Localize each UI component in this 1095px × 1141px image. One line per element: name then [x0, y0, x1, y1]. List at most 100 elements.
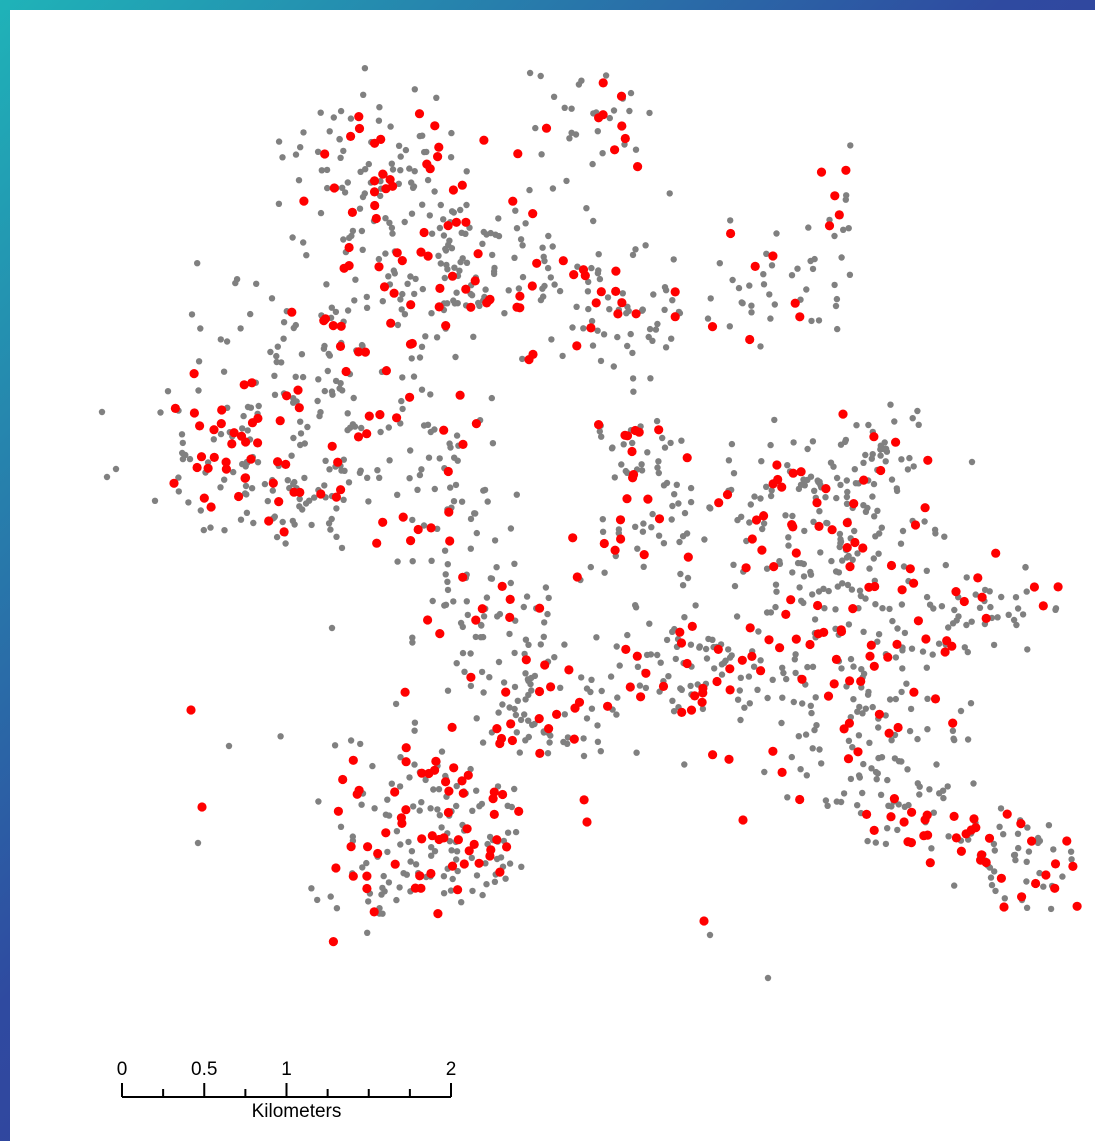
other-point: [642, 242, 649, 249]
other-point: [866, 739, 873, 746]
other-point: [384, 848, 391, 856]
highlighted-point: [842, 518, 852, 528]
highlighted-point: [443, 807, 453, 818]
other-point: [112, 465, 120, 473]
other-point: [803, 772, 810, 779]
other-point: [796, 584, 803, 591]
highlighted-point: [819, 627, 829, 638]
other-point: [632, 523, 639, 530]
other-point: [440, 232, 448, 239]
other-point: [357, 467, 364, 474]
highlighted-point: [246, 454, 256, 464]
other-point: [230, 468, 237, 476]
highlighted-point: [708, 750, 718, 760]
other-point: [450, 498, 458, 505]
other-point: [850, 663, 857, 670]
other-point: [858, 666, 865, 673]
other-point: [669, 297, 676, 304]
other-point: [884, 776, 891, 784]
other-point: [526, 186, 533, 194]
other-point: [467, 682, 475, 690]
other-point: [632, 146, 640, 153]
other-point: [401, 311, 409, 318]
highlighted-point: [999, 902, 1009, 912]
other-point: [482, 286, 489, 293]
highlighted-point: [830, 191, 840, 201]
other-point: [730, 470, 738, 477]
other-point: [327, 526, 334, 533]
other-point: [747, 501, 754, 508]
other-point: [738, 513, 745, 520]
other-point: [608, 445, 616, 452]
highlighted-point: [853, 747, 863, 757]
other-point: [816, 508, 823, 515]
other-point: [221, 527, 228, 534]
other-point: [522, 636, 530, 643]
other-point: [326, 352, 333, 359]
other-point: [427, 391, 434, 398]
other-point: [594, 738, 602, 745]
other-point: [275, 138, 283, 145]
other-point: [580, 735, 587, 742]
other-point: [428, 557, 435, 564]
highlighted-point: [812, 498, 822, 508]
other-point: [606, 306, 613, 313]
highlighted-point: [466, 672, 476, 682]
other-point: [1013, 621, 1020, 629]
other-point: [776, 560, 784, 567]
other-point: [376, 474, 383, 481]
highlighted-point: [682, 453, 692, 463]
highlighted-point: [805, 639, 815, 650]
highlighted-point: [327, 441, 337, 451]
other-point: [655, 469, 662, 477]
other-point: [394, 321, 402, 329]
other-point: [640, 563, 647, 570]
other-point: [845, 737, 853, 744]
other-point: [483, 881, 490, 888]
other-point: [422, 333, 429, 340]
other-point: [791, 656, 798, 663]
highlighted-point: [203, 463, 213, 473]
highlighted-point: [430, 765, 440, 775]
other-point: [446, 440, 453, 447]
other-point: [594, 722, 601, 729]
other-point: [898, 601, 906, 608]
highlighted-point: [654, 514, 665, 524]
other-point: [273, 352, 280, 360]
highlighted-point: [903, 837, 913, 847]
scale-label-1: 1: [281, 1059, 292, 1080]
highlighted-point: [485, 294, 495, 304]
other-point: [475, 299, 482, 307]
other-point: [253, 280, 260, 287]
other-point: [620, 441, 627, 448]
other-point: [877, 452, 884, 459]
other-point: [326, 466, 333, 473]
map-canvas[interactable]: 0 0.5 1 2 Kilometers: [10, 10, 1095, 1141]
other-point: [464, 611, 471, 619]
other-point: [754, 686, 761, 693]
highlighted-point: [374, 262, 384, 272]
other-point: [794, 559, 802, 567]
other-point: [916, 783, 923, 790]
highlighted-point: [913, 616, 924, 626]
highlighted-point: [920, 503, 930, 513]
other-point: [594, 128, 601, 135]
other-point: [364, 474, 371, 481]
highlighted-point: [751, 515, 762, 525]
other-point: [194, 839, 202, 847]
other-point: [624, 342, 631, 350]
highlighted-point: [507, 735, 517, 746]
other-point: [834, 325, 841, 333]
other-point: [840, 226, 847, 233]
highlighted-point: [883, 652, 893, 662]
highlighted-point: [336, 321, 346, 331]
other-point: [822, 797, 830, 804]
other-point: [317, 209, 325, 217]
scale-bar: 0 0.5 1 2 Kilometers: [117, 1059, 457, 1122]
other-point: [473, 715, 480, 722]
other-point: [964, 648, 971, 656]
other-point: [431, 485, 438, 493]
highlighted-point: [495, 867, 505, 877]
other-point: [519, 242, 526, 249]
other-point: [323, 281, 330, 288]
